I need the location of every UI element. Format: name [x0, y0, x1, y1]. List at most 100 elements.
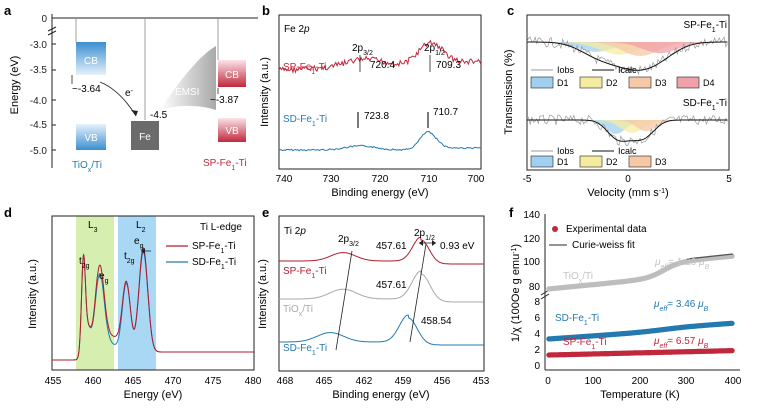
panel-b-sp-curve — [278, 39, 482, 75]
panel-c-top-legend-icalc: Icalc — [618, 65, 637, 75]
panel-b-ylabel: Intensity (a.u.) — [259, 57, 271, 127]
panel-a: a 0 -3.0 -3.5 -4.0 -4.5 -5.0 Energy (eV) — [4, 3, 258, 174]
panel-f-ytick-top: 120 — [523, 234, 540, 245]
panel-e-xtick: 465 — [316, 376, 333, 387]
panel-f-xtick: 300 — [678, 376, 695, 387]
panel-f-xtick: 400 — [725, 376, 742, 387]
panel-e-sd-label: SD-Fe1-Ti — [283, 343, 327, 357]
panel-d: d Intensity (a.u.) 455 460 465 470 475 4… — [4, 205, 262, 401]
panel-d-xlabel: Energy (eV) — [124, 389, 183, 401]
panel-a-ylabel: Energy (eV) — [9, 56, 21, 115]
panel-c-xtick: 0 — [625, 174, 631, 185]
sp-cb-value: ~-3.87 — [210, 95, 239, 106]
panel-f-tio-mu: μeff= 1.20 μB — [654, 257, 710, 271]
panel-f-ytick-bottom: 4 — [534, 329, 540, 340]
panel-c-ylabel: Transmission (%) — [503, 49, 515, 134]
panel-b-sp-val2: 709.3 — [436, 60, 461, 71]
tio2-cb-label: CB — [84, 56, 98, 67]
panel-c-xtick: 5 — [726, 174, 732, 185]
panel-d-xtick: 460 — [85, 376, 102, 387]
panel-c-top-icalc — [527, 41, 728, 71]
panel-e-title: Ti 2p — [284, 226, 306, 237]
panel-d-legend-sd: SD-Fe1-Ti — [192, 257, 236, 271]
panel-c-bottom-label: SD-Fe1-Ti — [683, 98, 727, 112]
panel-f-xtick: 0 — [545, 376, 551, 387]
panel-d-frame — [51, 215, 255, 371]
tio2-vb-block — [76, 124, 106, 150]
panel-e-val2: 457.61 — [376, 280, 407, 291]
fe-block — [131, 121, 159, 150]
panel-b-xtick: 740 — [276, 174, 293, 185]
panel-e-xtick: 456 — [434, 376, 451, 387]
tio2-cb-value: ~-3.64 — [72, 84, 101, 95]
panel-f-xlabel: Temperature (K) — [600, 389, 679, 401]
panel-b-xtick: 730 — [323, 174, 340, 185]
panel-c-top-legend-iobs: Iobs — [557, 65, 575, 75]
panel-c-top-legend-d4: D4 — [703, 78, 715, 88]
tio2-cb-block — [76, 42, 106, 75]
panel-e-xlabel: Binding energy (eV) — [332, 389, 429, 401]
panel-c-bottom-icalc — [527, 119, 728, 142]
panel-f-sp-label: SP-Fe1-Ti — [563, 337, 607, 351]
mossbauer-subspectrum — [527, 42, 728, 54]
data-point — [729, 348, 735, 354]
panel-c-frame — [526, 14, 730, 171]
panel-e-guide-12 — [409, 243, 427, 343]
panel-e-sd-curve — [279, 314, 484, 346]
panel-b-frame — [278, 14, 482, 170]
panel-c-bottom-legend-icalc: Icalc — [618, 146, 637, 156]
eg-l3-label: eg — [99, 271, 109, 285]
panel-f-legend-line: Curie-weiss fit — [572, 240, 635, 251]
panel-f-ytick-top: 80 — [529, 282, 541, 293]
panel-e-tio-curve — [279, 270, 484, 303]
panel-c-top-subspectra — [527, 42, 728, 56]
mossbauer-subspectrum — [527, 42, 728, 52]
panel-d-sp-curve — [52, 247, 254, 361]
panel-c-bottom-legend-d2: D2 — [606, 157, 618, 167]
panel-d-xtick: 470 — [165, 376, 182, 387]
data-point — [729, 320, 735, 326]
panel-f-points — [546, 253, 735, 358]
panel-a-letter: a — [4, 3, 12, 18]
panel-f-legend-points: Experimental data — [566, 224, 647, 235]
mossbauer-subspectrum — [527, 120, 728, 133]
sp-cb-block — [218, 60, 246, 87]
panel-f-letter: f — [509, 205, 514, 220]
panel-d-xtick: 475 — [205, 376, 222, 387]
panel-f-ytick-top: 140 — [523, 210, 540, 221]
panel-e-ylabel: Intensity (a.u.) — [257, 259, 269, 329]
panel-b-xtick: 720 — [372, 174, 389, 185]
l3-band — [76, 216, 114, 370]
sp-cb-label: CB — [225, 70, 239, 81]
panel-f-ytick-bottom: 0 — [534, 361, 540, 372]
electron-label: e- — [125, 88, 134, 100]
panel-b-sd-val1: 723.8 — [364, 111, 389, 122]
panel-f-ytick-bottom: 8 — [534, 297, 540, 308]
panel-e-tio-label: TiOx/Ti — [283, 304, 313, 318]
l2-label: L2 — [136, 220, 146, 234]
mossbauer-subspectrum — [527, 42, 728, 56]
panel-a-ytick: -4.0 — [30, 96, 48, 107]
t2g-l3-label: t2g — [79, 256, 90, 270]
panel-c-top-legend-d1: D1 — [557, 78, 569, 88]
panel-e-peak-32: 2p3/2 — [338, 234, 359, 248]
panel-f: f 80 100 120 140 0 2 4 6 8 0 100 200 300… — [509, 205, 742, 401]
panel-f-xtick: 100 — [585, 376, 602, 387]
l3-label: L3 — [88, 220, 98, 234]
emsi-label: EMSI — [175, 87, 199, 98]
panel-c-top-legend-d3: D3 — [655, 78, 667, 88]
panel-c-bottom-iobs — [526, 114, 728, 147]
emsi-wedge — [160, 46, 216, 110]
curie-weiss-fit-line — [686, 253, 734, 260]
panel-b-peak-32: 2p3/2 — [352, 43, 373, 57]
panel-c-bottom-legend-iobs: Iobs — [557, 146, 575, 156]
panel-f-xtick: 200 — [632, 376, 649, 387]
panel-f-ytick-bottom: 2 — [534, 345, 540, 356]
sp-vb-block — [218, 118, 246, 142]
panel-d-letter: d — [4, 205, 12, 220]
panel-b-sd-curve — [278, 130, 482, 152]
panel-e-peak-12: 2p1/2 — [414, 228, 435, 242]
panel-b-xlabel: Binding energy (eV) — [331, 187, 428, 199]
panel-a-ytick: -3.5 — [30, 65, 48, 76]
